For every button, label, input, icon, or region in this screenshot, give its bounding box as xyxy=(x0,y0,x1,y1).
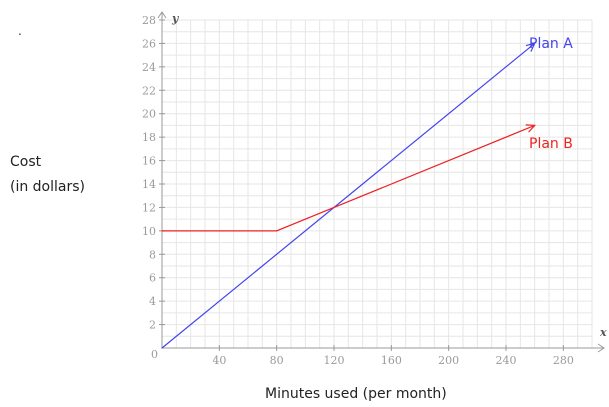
y-axis-label-line1: Cost xyxy=(10,154,42,170)
x-tick-label: 200 xyxy=(438,354,459,367)
x-axis-letter: x xyxy=(599,326,607,339)
series-label-plan-b: Plan B xyxy=(529,136,573,152)
series-line-plan-a xyxy=(161,42,536,349)
series-line-plan-b xyxy=(162,124,535,232)
x-axis-arrow xyxy=(597,343,605,353)
y-tick-label: 10 xyxy=(142,225,156,238)
x-tick-label: 40 xyxy=(212,354,226,367)
x-tick-label: 120 xyxy=(324,354,345,367)
y-tick-label: 16 xyxy=(142,155,156,168)
y-tick-label: 20 xyxy=(142,108,156,121)
y-tick-label: 2 xyxy=(149,319,156,332)
y-tick-label: 6 xyxy=(149,272,156,285)
x-tick-label: 80 xyxy=(270,354,284,367)
x-tick-label: 160 xyxy=(381,354,402,367)
y-tick-label: 28 xyxy=(142,14,156,27)
series-arrow-plan-a xyxy=(525,42,536,52)
series-point-plan-b xyxy=(161,230,163,232)
y-axis-label-line2: (in dollars) xyxy=(10,179,85,195)
y-tick-label: 8 xyxy=(149,248,156,261)
x-axis-label: Minutes used (per month) xyxy=(265,386,447,402)
grid xyxy=(162,19,593,348)
y-axis-arrow xyxy=(157,11,167,19)
y-tick-label: 18 xyxy=(142,131,156,144)
origin-label: 0 xyxy=(151,348,158,361)
series-arrow-plan-b xyxy=(525,124,536,133)
series-point-plan-b xyxy=(333,206,335,209)
tick-labels: 40 80 120 160 200 240 280246810121416182022242… xyxy=(142,14,574,367)
y-tick-label: 4 xyxy=(149,295,156,308)
y-tick-label: 14 xyxy=(142,178,156,191)
y-tick-label: 26 xyxy=(142,37,156,50)
series-label-plan-a: Plan A xyxy=(529,36,573,52)
y-axis-letter: y xyxy=(171,12,180,25)
decor-dot: . xyxy=(18,24,22,38)
series-point-plan-b xyxy=(276,230,278,232)
series-group xyxy=(161,42,536,349)
series-point-plan-a xyxy=(161,347,163,349)
x-tick-label: 280 xyxy=(553,354,574,367)
y-tick-label: 22 xyxy=(142,84,156,97)
y-tick-label: 12 xyxy=(142,201,156,214)
x-tick-label: 240 xyxy=(496,354,517,367)
y-tick-label: 24 xyxy=(142,61,156,74)
axes xyxy=(157,11,605,353)
